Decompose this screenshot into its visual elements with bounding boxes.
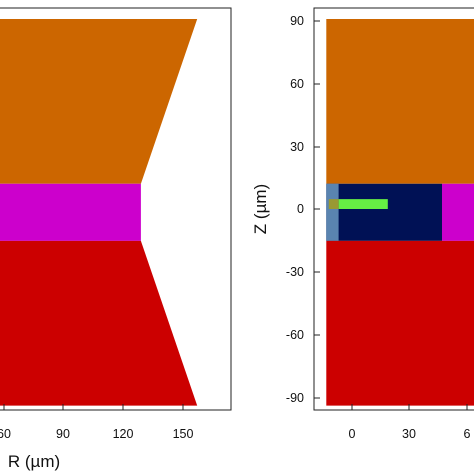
right-x-tick-label-6: 6	[464, 427, 471, 441]
right-region-0	[326, 19, 474, 184]
right-y-tick-label-30: 30	[290, 140, 304, 154]
right-y-tick-label-0: 0	[297, 202, 304, 216]
right-y-ticks	[314, 20, 320, 399]
left-x-ticks	[3, 404, 184, 410]
right-region-6	[326, 240, 474, 406]
left-region-1	[0, 183, 141, 241]
left-x-axis-title: R (µm)	[8, 452, 60, 471]
right-region-4	[338, 199, 388, 209]
right-x-tick-label-30: 30	[402, 427, 416, 441]
right-x-tick-label-0: 0	[349, 427, 356, 441]
right-panel: 90 60 30 0 -30 -60 -90 0 30 6 Z (µm)	[251, 7, 474, 441]
left-x-tick-label-60: 60	[0, 427, 11, 441]
right-region-2	[326, 183, 339, 241]
right-y-tick-label-90: 90	[290, 14, 304, 28]
right-region-1	[326, 183, 442, 241]
right-regions	[326, 19, 474, 406]
right-region-3	[442, 183, 474, 241]
left-regions	[0, 19, 198, 406]
right-region-5	[328, 199, 339, 209]
right-y-axis-title: Z (µm)	[251, 184, 270, 234]
right-y-tick-label-minus60: -60	[286, 328, 304, 342]
left-x-tick-label-120: 120	[113, 427, 134, 441]
left-region-0	[0, 19, 198, 184]
right-y-tick-label-60: 60	[290, 77, 304, 91]
right-y-tick-label-minus90: -90	[286, 391, 304, 405]
left-region-2	[0, 240, 198, 406]
right-y-tick-label-minus30: -30	[286, 265, 304, 279]
right-x-ticks	[351, 404, 468, 410]
left-x-tick-label-90: 90	[56, 427, 70, 441]
left-axis-frame	[0, 7, 232, 411]
left-panel: 60 90 120 150 R (µm)	[0, 7, 232, 471]
left-x-tick-label-150: 150	[173, 427, 194, 441]
